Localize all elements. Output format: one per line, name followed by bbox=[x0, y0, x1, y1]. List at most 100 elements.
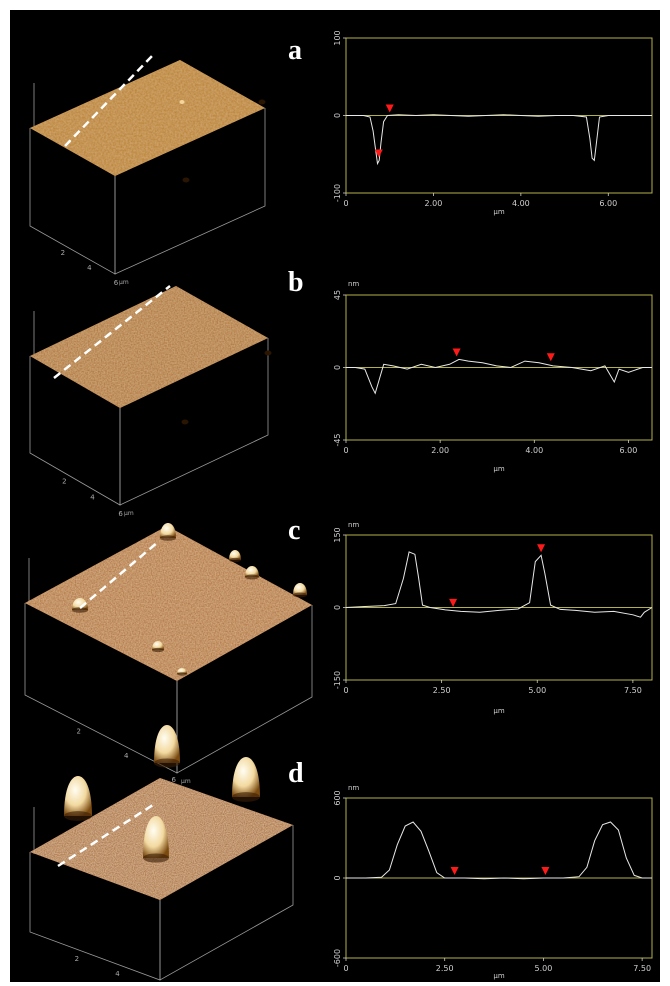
surface-tick-label: 6 bbox=[172, 776, 177, 784]
surface-tick-label: 6 bbox=[114, 279, 119, 287]
surface-3d-panel-b: 2 4 6 μm bbox=[29, 285, 272, 518]
panel-label-d: d bbox=[288, 758, 304, 789]
surface-pit bbox=[182, 177, 190, 183]
x-tick-label: 2.50 bbox=[433, 686, 451, 695]
x-axis-label: μm bbox=[493, 208, 504, 216]
y-tick-label: 100 bbox=[333, 30, 342, 45]
surface-peak bbox=[143, 816, 169, 858]
x-tick-label: 2.00 bbox=[431, 446, 449, 455]
box-right-face bbox=[119, 338, 269, 506]
surface-peak bbox=[154, 725, 180, 763]
surface-pit bbox=[181, 419, 189, 425]
profile-line-dashed bbox=[53, 285, 171, 379]
y-tick-label: -600 bbox=[333, 949, 342, 967]
y-tick-label: 0 bbox=[333, 113, 342, 118]
surface-texture bbox=[30, 60, 265, 176]
cursor-marker bbox=[537, 544, 546, 553]
y-axis-unit-label: nm bbox=[348, 521, 359, 529]
surface-pit bbox=[264, 350, 272, 356]
cursor-marker bbox=[546, 353, 555, 362]
cursor-marker bbox=[541, 867, 550, 875]
x-tick-label: 2.50 bbox=[436, 964, 454, 973]
surface-unit-label: μm bbox=[181, 778, 191, 785]
x-tick-label: 4.00 bbox=[525, 446, 543, 455]
surface-3d-panel-a: 2 4 6 μm bbox=[29, 54, 266, 287]
surface-tick-label: 4 bbox=[90, 494, 95, 502]
surface-tick-label: 6 bbox=[118, 510, 123, 518]
surface-peak bbox=[152, 641, 164, 650]
peak-shadow bbox=[152, 647, 164, 653]
x-axis-label: μm bbox=[493, 465, 504, 473]
afm-canvas: 246μm246μm246μm246μm1000-10002.004.006.0… bbox=[24, 30, 653, 986]
peak-shadow bbox=[72, 607, 88, 613]
surface-peak bbox=[293, 583, 307, 595]
surface-peak bbox=[64, 776, 92, 816]
surface-peak bbox=[160, 523, 176, 538]
peak-shadow bbox=[245, 574, 259, 580]
y-tick-label: 150 bbox=[333, 527, 342, 542]
surface-peak bbox=[245, 566, 259, 577]
x-tick-label: 6.00 bbox=[620, 446, 638, 455]
surface-tick-label: 2 bbox=[75, 955, 79, 963]
y-tick-label: 0 bbox=[333, 365, 342, 370]
x-tick-label: 0 bbox=[343, 446, 348, 455]
x-tick-label: 4.00 bbox=[512, 199, 530, 208]
surface-unit-label: μm bbox=[124, 510, 134, 517]
surface-tick-label: 2 bbox=[61, 249, 65, 257]
x-tick-label: 0 bbox=[343, 686, 348, 695]
surface-tick-label: 4 bbox=[87, 264, 92, 272]
surface-bump bbox=[179, 100, 185, 104]
panel-label-a: a bbox=[288, 35, 302, 66]
profile-line-dashed bbox=[64, 54, 154, 147]
surface-texture bbox=[25, 526, 312, 681]
peak-shadow bbox=[293, 592, 307, 598]
y-tick-label: 0 bbox=[333, 875, 342, 880]
surface-texture bbox=[30, 286, 268, 408]
surface-peak bbox=[232, 757, 260, 797]
cursor-marker bbox=[449, 598, 458, 607]
y-axis-unit-label: nm bbox=[348, 784, 359, 792]
x-tick-label: 5.00 bbox=[535, 964, 553, 973]
surface-tick-label: 4 bbox=[124, 752, 129, 760]
surface-pit bbox=[258, 99, 266, 105]
peak-shadow bbox=[232, 792, 260, 802]
box-right-face bbox=[176, 605, 313, 774]
y-tick-label: 0 bbox=[333, 605, 342, 610]
x-axis-label: μm bbox=[493, 972, 504, 980]
peak-shadow bbox=[64, 811, 92, 821]
x-tick-label: 5.00 bbox=[528, 686, 546, 695]
box-right-face bbox=[114, 108, 266, 275]
peak-shadow bbox=[143, 853, 169, 863]
profile-trace bbox=[345, 551, 653, 618]
x-tick-label: 7.50 bbox=[624, 686, 642, 695]
surface-tick-label: 2 bbox=[77, 727, 81, 735]
surface-3d-panel-c: 2 4 6 μm bbox=[24, 523, 313, 785]
surface-peak bbox=[72, 598, 88, 610]
cursor-marker bbox=[452, 348, 461, 357]
x-axis-label: μm bbox=[493, 707, 504, 715]
afm-figure: a b c d 246μm246μm246μm246μm1000-10002.0… bbox=[10, 10, 660, 986]
panel-label-b: b bbox=[288, 267, 304, 298]
x-tick-label: 6.00 bbox=[599, 199, 617, 208]
y-axis-unit-label: nm bbox=[348, 280, 359, 288]
peak-shadow bbox=[229, 557, 241, 563]
y-tick-label: 600 bbox=[333, 790, 342, 805]
y-tick-label: -100 bbox=[333, 184, 342, 202]
surface-peak bbox=[229, 550, 241, 560]
x-tick-label: 7.50 bbox=[633, 964, 651, 973]
surface-unit-label: μm bbox=[119, 279, 129, 286]
y-tick-label: -45 bbox=[333, 433, 342, 446]
cursor-marker bbox=[374, 149, 383, 158]
profile-trace bbox=[346, 358, 652, 395]
peak-shadow bbox=[154, 758, 180, 768]
x-tick-label: 0 bbox=[343, 964, 348, 973]
profile-line-dashed bbox=[79, 541, 159, 609]
peak-shadow bbox=[160, 535, 176, 541]
cursor-marker bbox=[385, 104, 394, 113]
cursor-marker bbox=[450, 867, 459, 875]
profile-trace bbox=[346, 821, 652, 880]
